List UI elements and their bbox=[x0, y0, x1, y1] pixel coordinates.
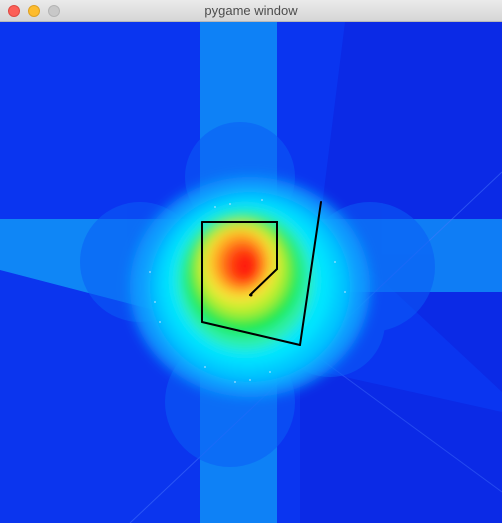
heatmap-render bbox=[0, 22, 502, 523]
wall-bottom bbox=[201, 321, 301, 346]
sample-points bbox=[149, 199, 346, 383]
heat-blob bbox=[130, 177, 370, 397]
shadow-region-lower-right bbox=[300, 367, 502, 523]
zoom-button[interactable] bbox=[48, 5, 60, 17]
close-button[interactable] bbox=[8, 5, 20, 17]
window-title: pygame window bbox=[204, 3, 298, 18]
minimize-button[interactable] bbox=[28, 5, 40, 17]
wall-right bbox=[299, 201, 322, 346]
game-canvas[interactable] bbox=[0, 22, 502, 523]
light-source-marker bbox=[249, 293, 253, 297]
shadow-region-upper-right bbox=[320, 22, 502, 392]
wall-top bbox=[201, 221, 278, 270]
title-bar[interactable]: pygame window bbox=[0, 0, 502, 22]
wall-inner bbox=[249, 268, 278, 296]
walls bbox=[201, 201, 322, 346]
